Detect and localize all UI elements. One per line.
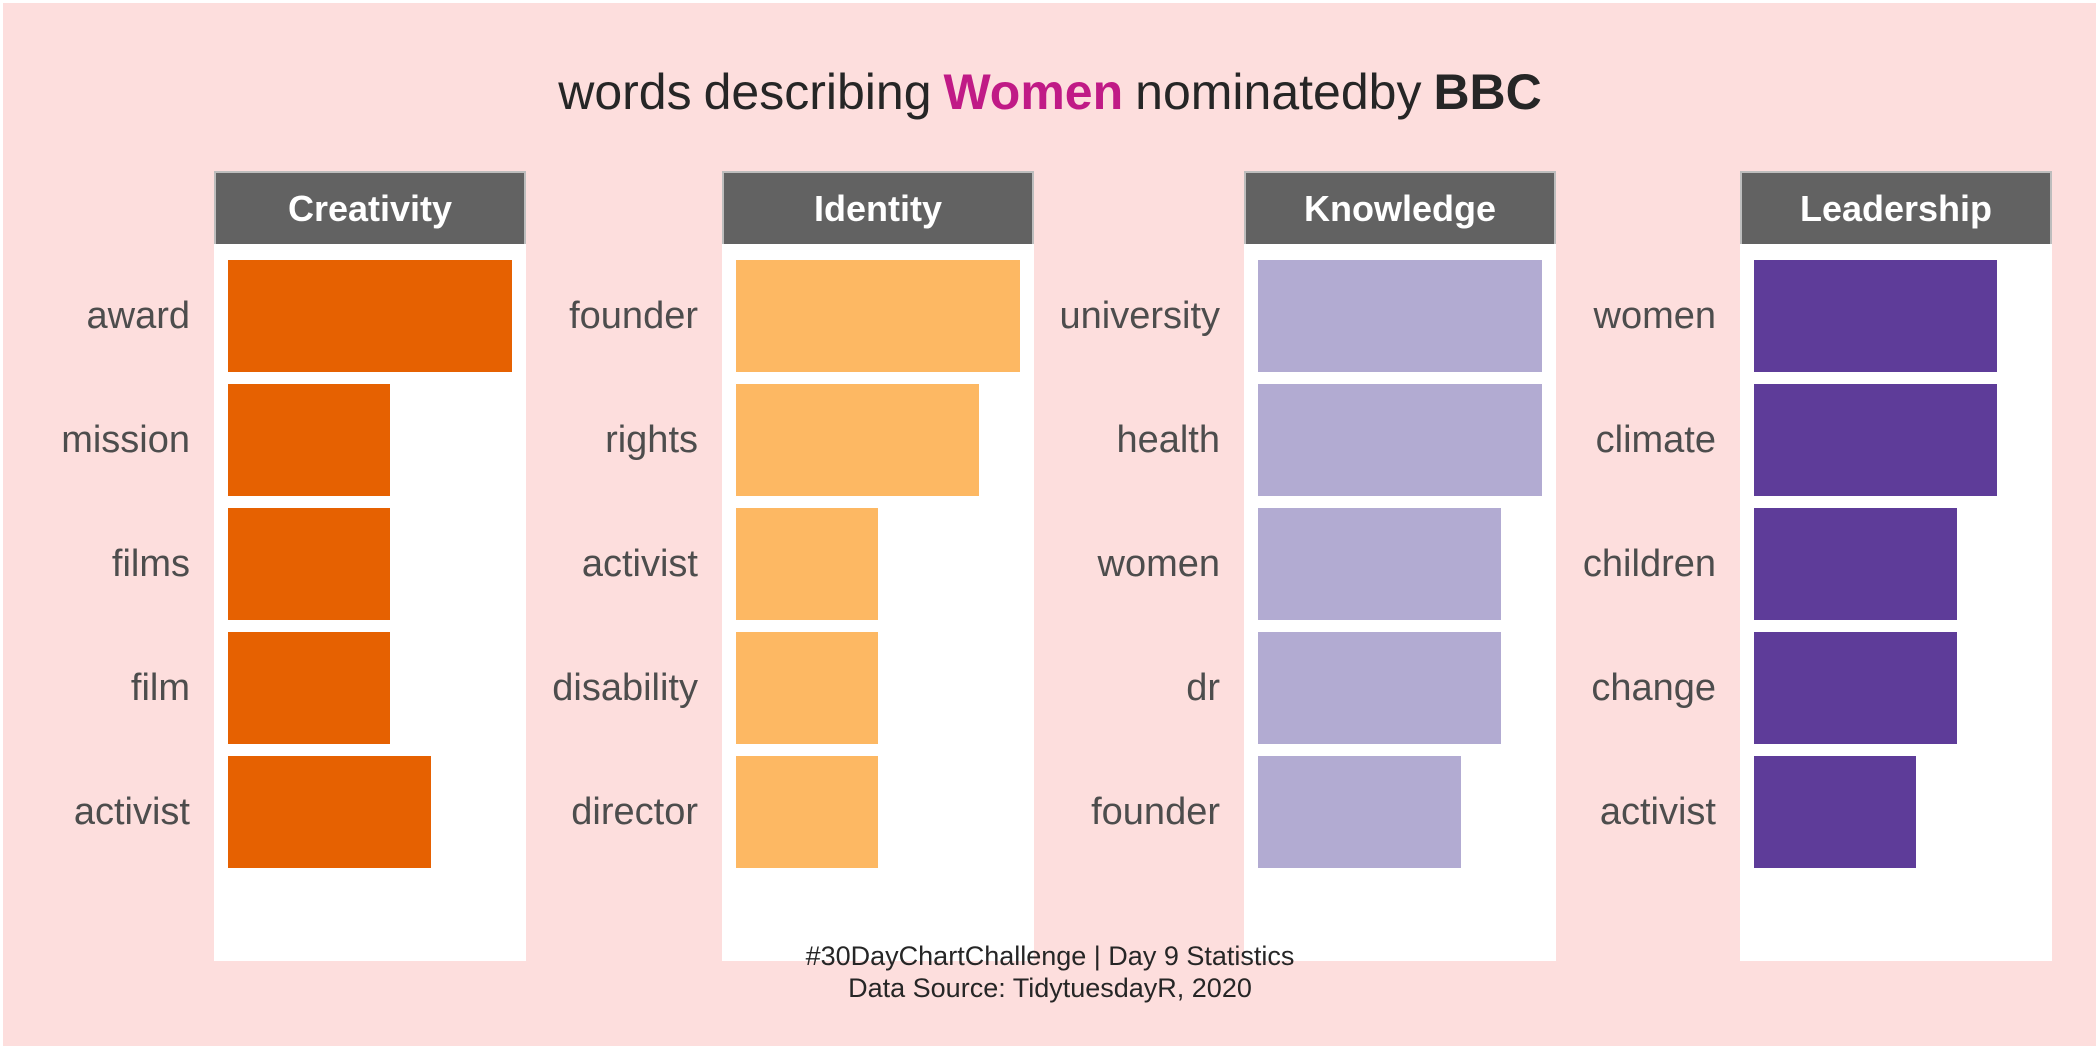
bar-dr bbox=[1258, 632, 1502, 744]
bar-disability bbox=[736, 632, 878, 744]
bar-award bbox=[228, 260, 512, 372]
facet-strip-label: Creativity bbox=[214, 171, 526, 246]
category-label: change bbox=[1591, 667, 1716, 709]
category-label: founder bbox=[1091, 791, 1220, 833]
bar-activist bbox=[1754, 756, 1917, 868]
category-label: women bbox=[1593, 295, 1717, 337]
bar-women bbox=[1754, 260, 1998, 372]
bar-films bbox=[228, 508, 391, 620]
category-label: mission bbox=[61, 419, 190, 461]
caption-line-2: Data Source: TidytuesdayR, 2020 bbox=[848, 973, 1252, 1003]
bar-rights bbox=[736, 384, 980, 496]
category-label: founder bbox=[569, 295, 698, 337]
title-word-2: describing bbox=[703, 64, 932, 120]
bar-children bbox=[1754, 508, 1957, 620]
caption: #30DayChartChallenge | Day 9 Statistics … bbox=[0, 940, 2100, 1004]
category-label: award bbox=[86, 295, 191, 337]
bar-mission bbox=[228, 384, 391, 496]
category-label: activist bbox=[581, 543, 698, 585]
title-highlight: Women bbox=[943, 64, 1124, 120]
bar-women bbox=[1258, 508, 1502, 620]
bar-health bbox=[1258, 384, 1542, 496]
category-label: films bbox=[111, 543, 190, 585]
caption-line-1: #30DayChartChallenge | Day 9 Statistics bbox=[805, 941, 1295, 971]
facet-plot-area bbox=[214, 244, 526, 961]
category-label: climate bbox=[1595, 419, 1716, 461]
facet-plot-area bbox=[722, 244, 1034, 961]
category-label: children bbox=[1582, 543, 1716, 585]
category-label: director bbox=[571, 791, 698, 833]
title-word-3: nominatedby bbox=[1135, 64, 1422, 120]
category-label: film bbox=[130, 667, 190, 709]
category-label: activist bbox=[73, 791, 190, 833]
bar-director bbox=[736, 756, 878, 868]
category-label: activist bbox=[1599, 791, 1716, 833]
title-word-1: words bbox=[558, 64, 692, 120]
facet-strip-label: Identity bbox=[722, 171, 1034, 246]
bar-activist bbox=[736, 508, 878, 620]
category-label: dr bbox=[1186, 667, 1220, 709]
facet-plot-area bbox=[1740, 244, 2052, 961]
bar-change bbox=[1754, 632, 1957, 744]
category-label: health bbox=[1116, 419, 1220, 461]
category-label: disability bbox=[552, 667, 698, 709]
bar-founder bbox=[1258, 756, 1461, 868]
chart-title: words describing Women nominatedby BBC bbox=[0, 62, 2100, 122]
title-bold: BBC bbox=[1433, 64, 1542, 120]
facet-plot-area bbox=[1244, 244, 1556, 961]
facet-strip-label: Leadership bbox=[1740, 171, 2052, 246]
category-label: university bbox=[1059, 295, 1221, 337]
bar-climate bbox=[1754, 384, 1998, 496]
bar-university bbox=[1258, 260, 1542, 372]
category-label: women bbox=[1097, 543, 1221, 585]
facet-strip-label: Knowledge bbox=[1244, 171, 1556, 246]
bar-activist bbox=[228, 756, 431, 868]
bar-film bbox=[228, 632, 391, 744]
category-label: rights bbox=[605, 419, 698, 461]
bar-founder bbox=[736, 260, 1020, 372]
